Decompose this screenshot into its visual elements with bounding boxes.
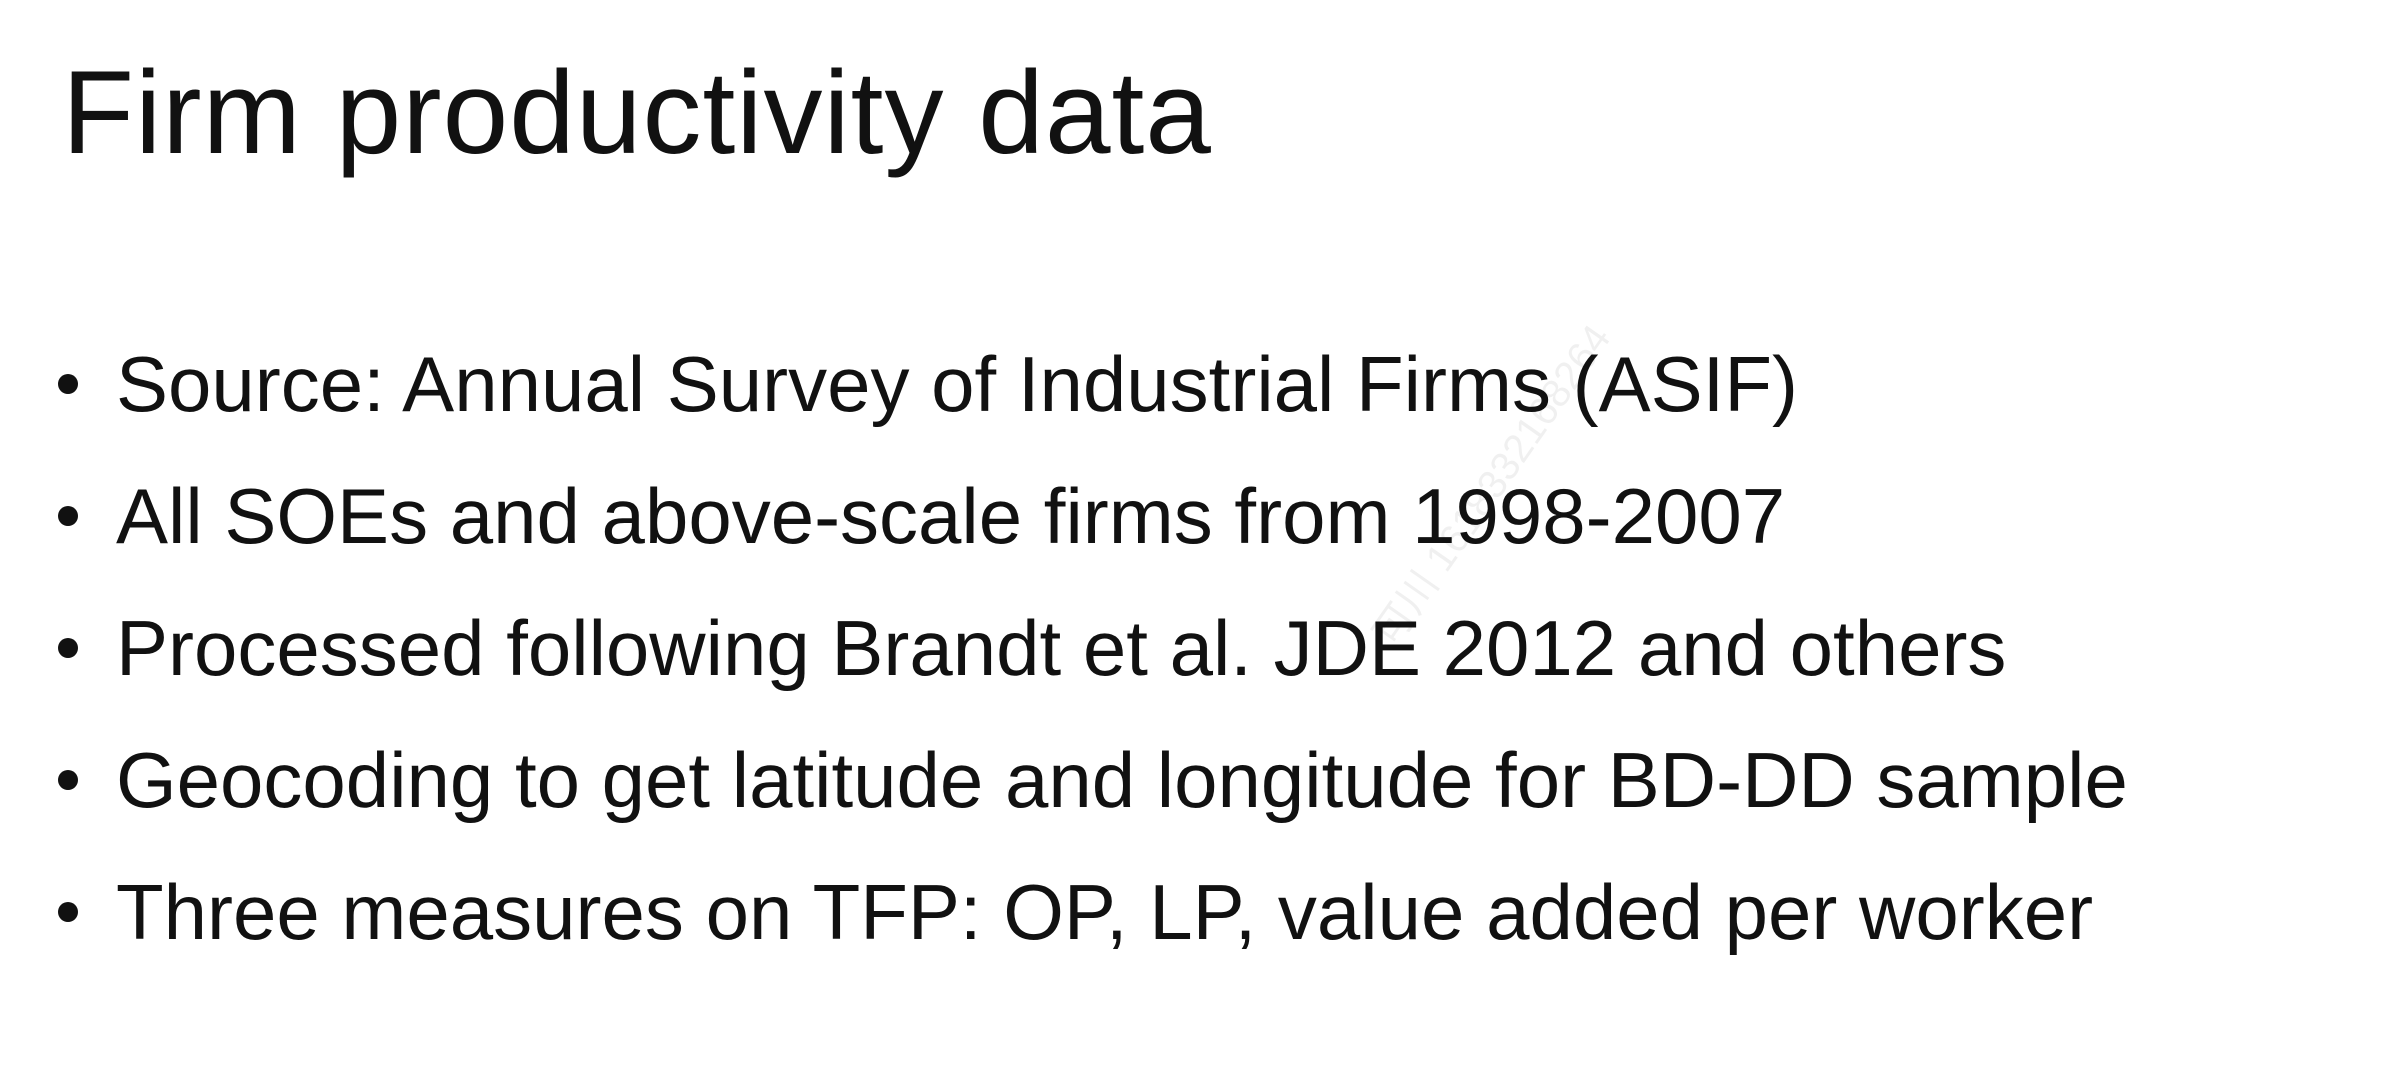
bullet-item: Processed following Brandt et al. JDE 20… (58, 582, 2128, 714)
bullet-dot-icon (58, 506, 78, 526)
bullet-text: Three measures on TFP: OP, LP, value add… (116, 868, 2094, 956)
bullet-item: All SOEs and above-scale firms from 1998… (58, 450, 2128, 582)
bullet-list: Source: Annual Survey of Industrial Firm… (58, 318, 2128, 978)
slide-title: Firm productivity data (62, 47, 1212, 179)
bullet-text: All SOEs and above-scale firms from 1998… (116, 472, 1786, 560)
bullet-dot-icon (58, 374, 78, 394)
bullet-text: Geocoding to get latitude and longitude … (116, 736, 2128, 824)
bullet-item: Three measures on TFP: OP, LP, value add… (58, 846, 2128, 978)
bullet-item: Source: Annual Survey of Industrial Firm… (58, 318, 2128, 450)
bullet-dot-icon (58, 638, 78, 658)
bullet-dot-icon (58, 902, 78, 922)
bullet-text: Processed following Brandt et al. JDE 20… (116, 604, 2007, 692)
bullet-dot-icon (58, 770, 78, 790)
bullet-item: Geocoding to get latitude and longitude … (58, 714, 2128, 846)
bullet-text: Source: Annual Survey of Industrial Firm… (116, 340, 1798, 428)
